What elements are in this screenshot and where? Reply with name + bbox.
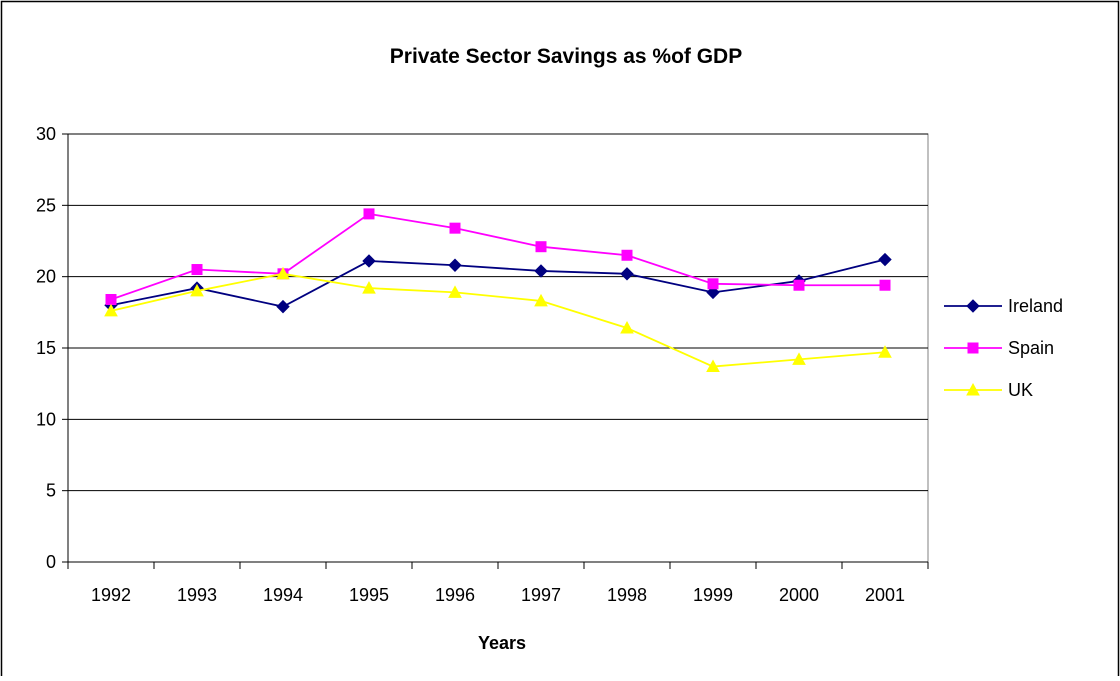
x-tick-label-1996: 1996 [435, 585, 475, 605]
series-spain [105, 208, 891, 305]
legend-marker-spain [967, 342, 979, 354]
point-ireland-1998 [620, 267, 634, 281]
y-tick-labels: 0 5 10 15 20 25 30 [36, 124, 56, 572]
legend-label-ireland: Ireland [1008, 296, 1063, 316]
point-uk-2000 [792, 352, 806, 365]
y-tick-label-5: 25 [36, 195, 56, 215]
x-tick-label-1995: 1995 [349, 585, 389, 605]
series-layer [104, 208, 892, 373]
legend-item-ireland: Ireland [944, 296, 1063, 316]
point-spain-1995 [363, 208, 375, 220]
point-spain-2000 [793, 279, 805, 291]
legend-item-uk: UK [944, 380, 1033, 400]
series-ireland [104, 252, 892, 314]
point-ireland-1994 [276, 299, 290, 314]
point-uk-1999 [706, 359, 720, 373]
legend: Ireland Spain UK [944, 296, 1063, 400]
axes [62, 133, 929, 569]
point-spain-1992 [105, 293, 117, 305]
legend-label-spain: Spain [1008, 338, 1054, 358]
point-uk-1998 [620, 320, 634, 334]
point-uk-1996 [448, 285, 462, 298]
x-tick-label-2000: 2000 [779, 585, 819, 605]
y-tick-label-3: 15 [36, 338, 56, 358]
x-tick-labels: 1992 1993 1994 1995 1996 1997 1998 1999 2000 2001 [91, 585, 905, 605]
x-tick-label-1994: 1994 [263, 585, 303, 605]
legend-marker-ireland [966, 299, 980, 313]
series-line-spain [110, 212, 885, 301]
x-tick-label-1993: 1993 [177, 585, 217, 605]
point-spain-1997 [535, 241, 547, 253]
y-tick-label-0: 0 [46, 552, 56, 572]
x-tick-label-2001: 2001 [865, 585, 905, 605]
series-uk [104, 266, 892, 373]
point-spain-1999 [707, 278, 719, 290]
point-uk-1995 [362, 281, 376, 294]
x-tick-label-1999: 1999 [693, 585, 733, 605]
x-tick-label-1998: 1998 [607, 585, 647, 605]
point-uk-1997 [534, 293, 548, 307]
x-tick-label-1997: 1997 [521, 585, 561, 605]
point-spain-1993 [191, 264, 203, 276]
legend-label-uk: UK [1008, 380, 1033, 400]
point-spain-1996 [449, 222, 461, 234]
legend-item-spain: Spain [944, 338, 1054, 358]
chart-title: Private Sector Savings as %of GDP [390, 45, 742, 68]
x-tick-label-1992: 1992 [91, 585, 131, 605]
series-line-uk [110, 272, 886, 368]
point-uk-1993 [190, 283, 204, 297]
point-uk-2001 [878, 345, 892, 358]
point-uk-1992 [104, 303, 118, 317]
series-line-ireland [110, 258, 886, 308]
point-spain-1998 [621, 249, 633, 261]
point-spain-2001 [879, 279, 891, 291]
point-uk-1994 [276, 266, 290, 280]
point-ireland-1999 [706, 285, 720, 300]
y-tick-label-6: 30 [36, 124, 56, 144]
grid-lines [68, 133, 928, 492]
point-ireland-1997 [534, 264, 548, 278]
x-axis-title: Years [478, 633, 526, 653]
legend-marker-uk [966, 382, 980, 396]
point-ireland-2001 [878, 252, 892, 267]
point-ireland-1995 [362, 254, 376, 268]
y-tick-label-2: 10 [36, 409, 56, 429]
point-ireland-1996 [448, 258, 462, 272]
y-tick-label-1: 5 [46, 481, 56, 501]
y-tick-label-4: 20 [36, 267, 56, 287]
